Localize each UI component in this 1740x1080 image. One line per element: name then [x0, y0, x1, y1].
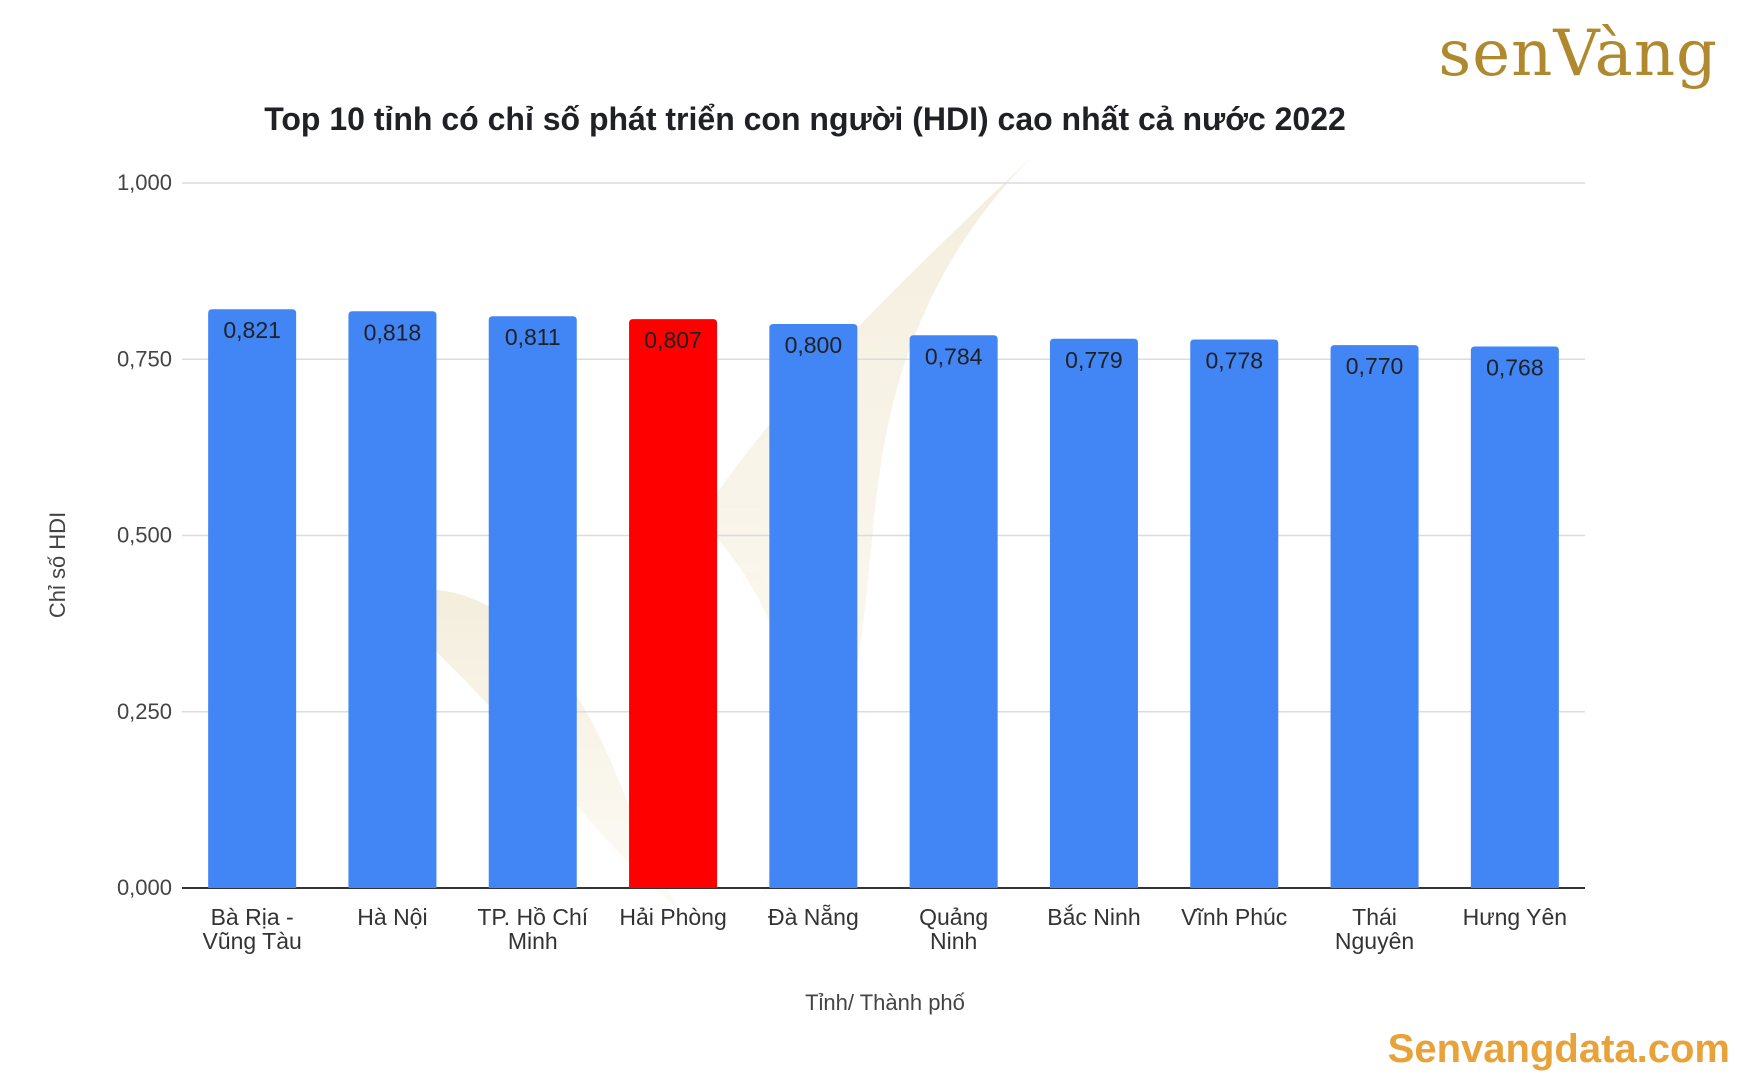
bar [1330, 345, 1419, 888]
data-label: 0,770 [1346, 353, 1404, 379]
x-tick-label: Bắc Ninh [1047, 904, 1140, 930]
x-tick-label: Bà Rịa - [211, 904, 294, 930]
website-link[interactable]: Senvangdata.com [1387, 1027, 1730, 1071]
x-tick-label: Hà Nội [357, 904, 427, 930]
data-label: 0,821 [223, 317, 281, 343]
x-tick-label: Vĩnh Phúc [1181, 904, 1287, 930]
bar [208, 309, 297, 888]
y-tick-label: 0,000 [117, 875, 172, 900]
data-label: 0,784 [925, 343, 983, 369]
y-tick-label: 1,000 [117, 170, 172, 195]
data-label: 0,800 [785, 332, 843, 358]
x-tick-label: Đà Nẵng [768, 903, 859, 930]
bar [1049, 338, 1138, 888]
data-label: 0,778 [1205, 348, 1263, 374]
y-axis-label: Chỉ số HDI [45, 512, 70, 618]
x-tick-label: TP. Hồ Chí [477, 904, 588, 930]
y-tick-label: 0,750 [117, 346, 172, 371]
x-tick-label: Quảng [919, 904, 988, 930]
bar [769, 324, 858, 888]
x-tick-label: Ninh [930, 928, 977, 954]
chart-title: Top 10 tỉnh có chỉ số phát triển con ngư… [264, 101, 1346, 137]
x-tick-label: Minh [508, 928, 558, 954]
x-tick-label: Hải Phòng [619, 904, 726, 930]
x-tick-label: Vũng Tàu [202, 928, 301, 954]
data-label: 0,768 [1486, 355, 1544, 381]
bar [629, 319, 718, 888]
x-tick-label: Thái [1352, 904, 1397, 930]
data-label: 0,818 [364, 319, 422, 345]
x-tick-label: Nguyên [1335, 928, 1414, 954]
bar [909, 335, 998, 888]
data-label: 0,811 [505, 324, 561, 350]
senvang-logo: senVàng [1438, 17, 1718, 91]
bar [1190, 339, 1279, 888]
data-label: 0,807 [644, 327, 702, 353]
data-label: 0,779 [1065, 347, 1123, 373]
x-tick-label: Hưng Yên [1463, 904, 1568, 930]
y-tick-label: 0,500 [117, 523, 172, 548]
x-axis-label: Tỉnh/ Thành phố [805, 990, 965, 1015]
y-tick-label: 0,250 [117, 699, 172, 724]
bar [348, 311, 437, 888]
bar [1470, 346, 1559, 888]
bar [488, 316, 577, 888]
